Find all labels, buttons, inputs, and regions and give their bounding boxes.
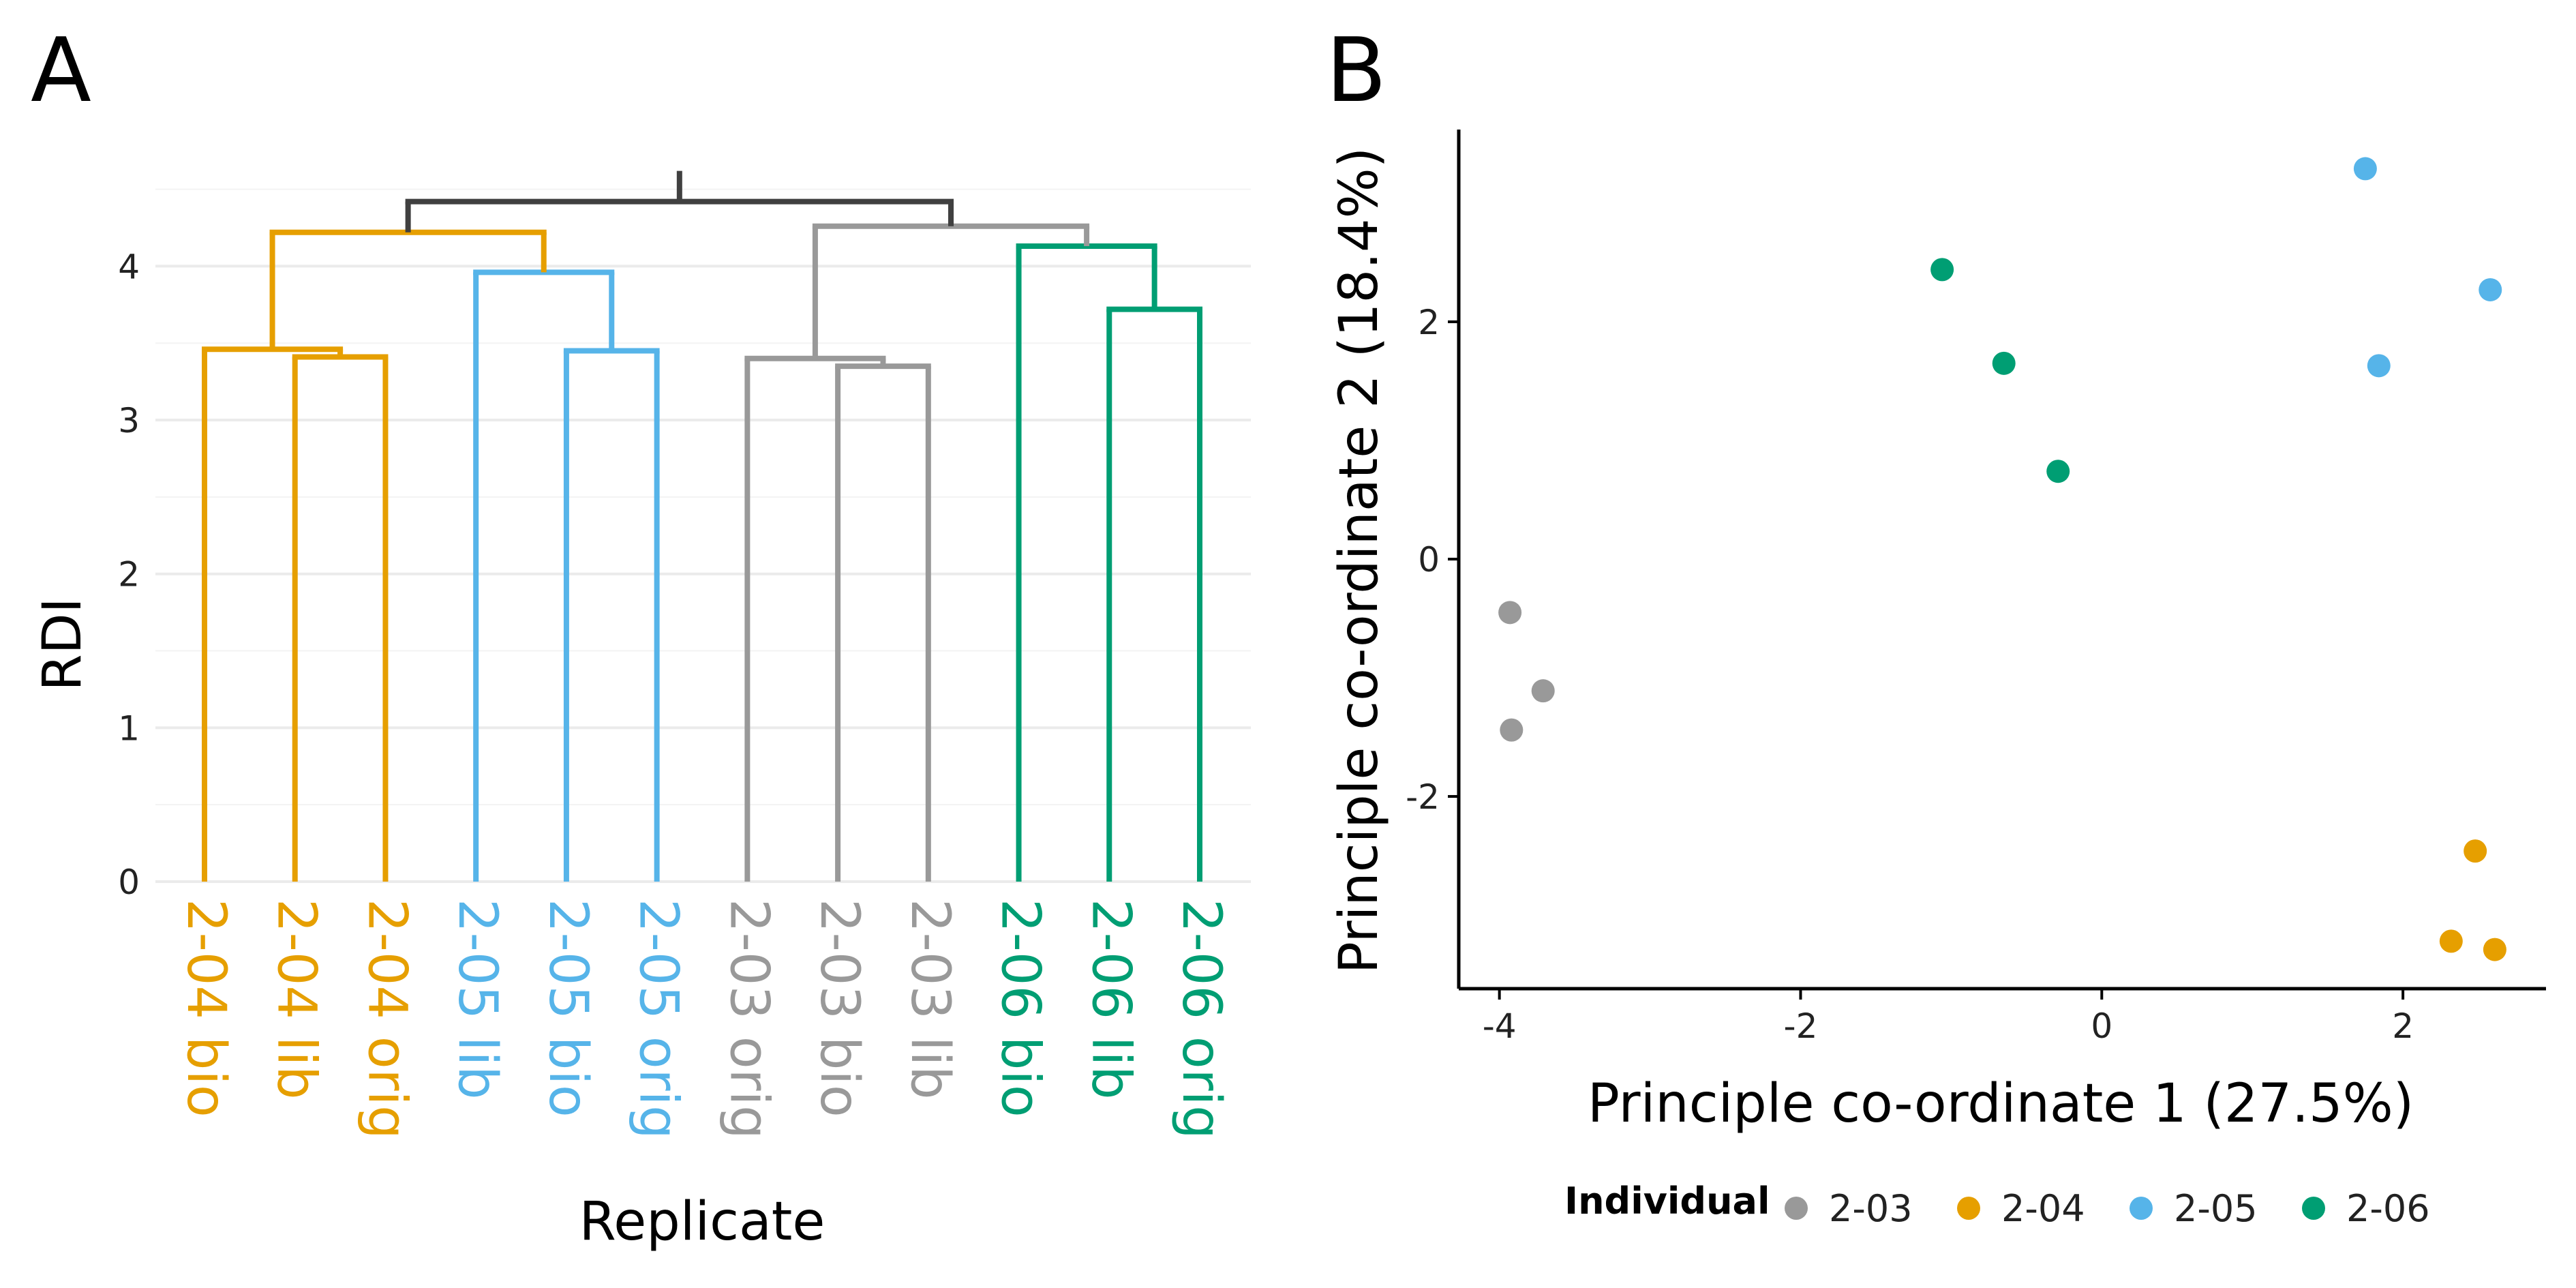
legend-label: 2-03 bbox=[1829, 1187, 1913, 1230]
legend-label: 2-05 bbox=[2174, 1187, 2258, 1230]
leaf-label: 2-04 bio bbox=[175, 899, 237, 1118]
leaf-label: 2-05 bio bbox=[537, 899, 598, 1118]
x-tick-label: 2 bbox=[2392, 1006, 2414, 1046]
dendrogram-y-ticks: 0 1 2 3 4 bbox=[118, 247, 140, 902]
leaf-label: 2-05 orig bbox=[628, 899, 689, 1139]
data-point bbox=[1531, 679, 1555, 703]
data-point bbox=[2483, 938, 2506, 961]
leaf-label: 2-06 bio bbox=[990, 899, 1051, 1118]
panel-label-b: B bbox=[1326, 18, 1387, 122]
leaf-label: 2-06 orig bbox=[1170, 899, 1232, 1139]
dendrogram-branches bbox=[202, 170, 1202, 882]
leaf-label: 2-03 bio bbox=[808, 899, 870, 1118]
leaf-label: 2-04 lib bbox=[266, 899, 327, 1100]
legend-key bbox=[2130, 1197, 2153, 1220]
dendrogram-gridlines bbox=[155, 188, 1251, 883]
y-tick-label: 4 bbox=[118, 247, 140, 286]
leaf-label: 2-04 orig bbox=[356, 899, 417, 1139]
data-point bbox=[1498, 601, 1522, 625]
y-tick-label: 2 bbox=[1418, 303, 1440, 342]
panel-label-a: A bbox=[31, 18, 91, 122]
data-point bbox=[2479, 278, 2502, 301]
x-tick-label: -4 bbox=[1483, 1006, 1517, 1046]
data-point bbox=[2464, 839, 2487, 863]
dendrogram-x-axis-label: Replicate bbox=[579, 1191, 825, 1253]
data-point bbox=[2439, 929, 2463, 953]
data-point bbox=[2046, 460, 2070, 483]
scatter-axes bbox=[1457, 130, 2546, 991]
legend-label: 2-04 bbox=[2001, 1187, 2085, 1230]
y-tick-label: -2 bbox=[1406, 777, 1440, 817]
data-point bbox=[1500, 718, 1524, 742]
legend: Individual 2-03 2-04 2-05 2-06 bbox=[1564, 1180, 2430, 1230]
scatter-ticks: -4 -2 0 2 -2 0 2 bbox=[1406, 303, 2414, 1046]
y-tick-label: 0 bbox=[118, 863, 140, 902]
legend-title: Individual bbox=[1564, 1180, 1770, 1223]
y-tick-label: 1 bbox=[118, 708, 140, 748]
data-point bbox=[1992, 351, 2016, 375]
data-point bbox=[1930, 258, 1954, 282]
leaf-label: 2-03 lib bbox=[899, 899, 960, 1100]
y-tick-label: 2 bbox=[118, 555, 140, 595]
scatter-x-axis-label: Principle co-ordinate 1 (27.5%) bbox=[1588, 1073, 2414, 1135]
legend-key bbox=[1957, 1197, 1980, 1220]
leaf-label: 2-06 lib bbox=[1080, 899, 1141, 1100]
legend-label: 2-06 bbox=[2346, 1187, 2430, 1230]
leaf-label: 2-03 orig bbox=[718, 899, 779, 1139]
scatter-y-axis-label: Principle co-ordinate 2 (18.4%) bbox=[1329, 147, 1390, 974]
y-tick-label: 0 bbox=[1418, 540, 1440, 580]
legend-items: 2-03 2-04 2-05 2-06 bbox=[1785, 1187, 2430, 1230]
scatter-panel: B -4 -2 0 2 -2 0 2 Principle co-ordinate 1 (27… bbox=[1326, 18, 2546, 1230]
legend-key bbox=[2302, 1197, 2325, 1220]
data-point bbox=[2367, 354, 2391, 378]
scatter-points bbox=[1498, 157, 2506, 961]
data-point bbox=[2353, 157, 2377, 181]
legend-key bbox=[1785, 1197, 1808, 1220]
x-tick-label: -2 bbox=[1784, 1006, 1818, 1046]
dendrogram-leaf-labels: 2-04 bio 2-04 lib 2-04 orig 2-05 lib 2-05 bi… bbox=[175, 899, 1232, 1139]
x-tick-label: 0 bbox=[2091, 1006, 2112, 1046]
dendrogram-y-axis-label: RDI bbox=[32, 597, 93, 691]
dendrogram-panel: A 0 1 2 3 4 2-04 bio 2-04 lib 2-04 orig 2-05 li… bbox=[31, 18, 1251, 1253]
y-tick-label: 3 bbox=[118, 401, 140, 440]
leaf-label: 2-05 lib bbox=[446, 899, 508, 1100]
